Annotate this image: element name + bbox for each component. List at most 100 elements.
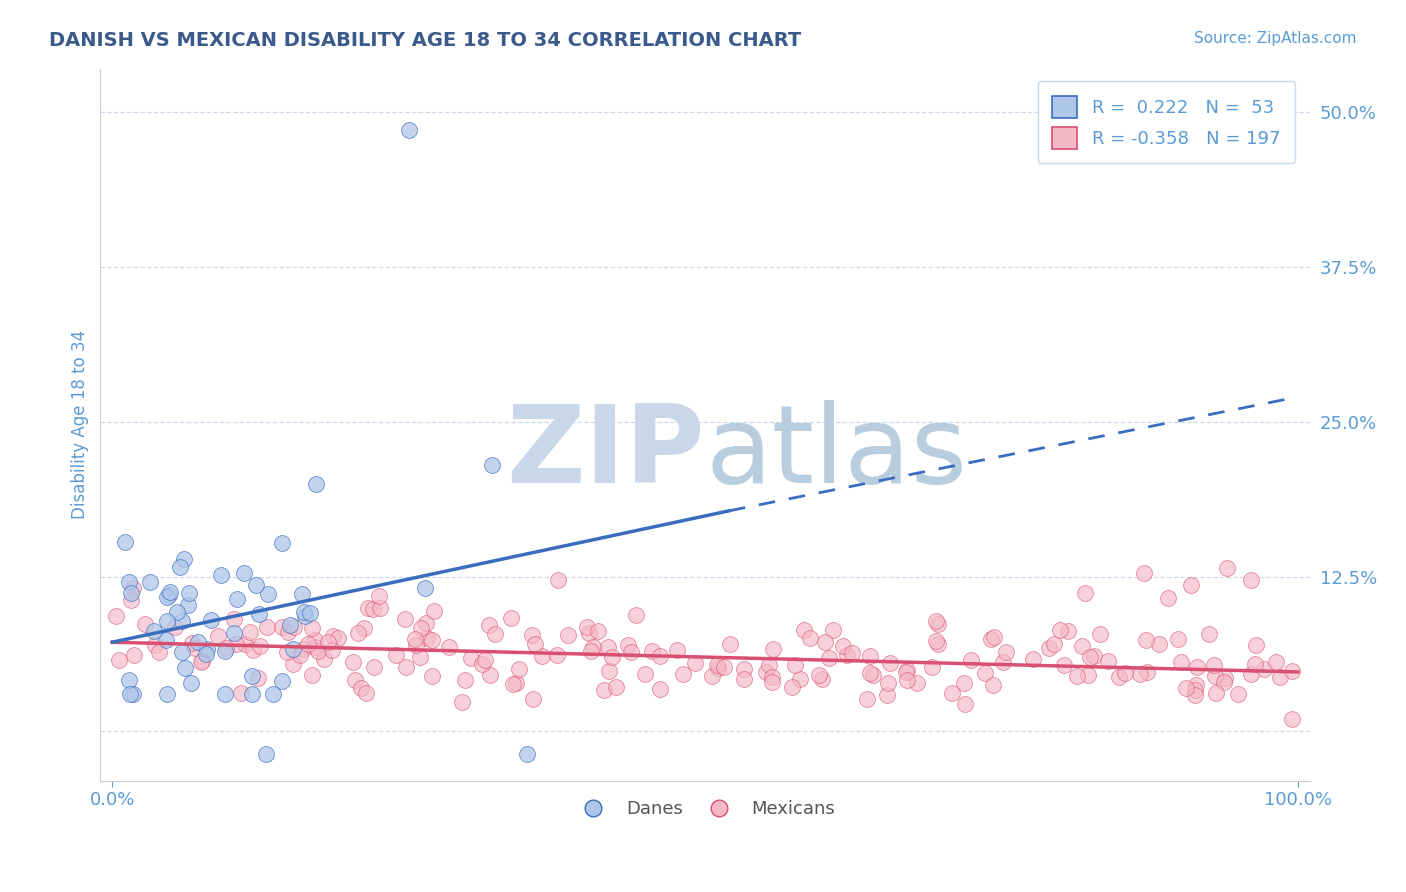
Point: [522, 691, 544, 706]
Point: [165, 620, 187, 634]
Point: [180, 676, 202, 690]
Point: [405, 638, 427, 652]
Point: [301, 667, 323, 681]
Point: [121, 687, 143, 701]
Point: [156, 591, 179, 605]
Point: [179, 586, 201, 600]
Point: [991, 655, 1014, 669]
Point: [156, 687, 179, 701]
Point: [326, 631, 349, 645]
Point: [620, 645, 643, 659]
Point: [1213, 671, 1236, 685]
Point: [835, 648, 858, 663]
Point: [1156, 591, 1178, 605]
Point: [249, 640, 271, 654]
Point: [173, 552, 195, 566]
Point: [1281, 712, 1303, 726]
Point: [194, 647, 217, 661]
Point: [1184, 678, 1206, 692]
Point: [170, 645, 193, 659]
Point: [138, 574, 160, 589]
Point: [394, 612, 416, 626]
Point: [245, 578, 267, 592]
Point: [980, 632, 1002, 646]
Point: [547, 573, 569, 587]
Point: [761, 674, 783, 689]
Point: [225, 637, 247, 651]
Point: [307, 644, 329, 658]
Point: [166, 605, 188, 619]
Point: [641, 644, 664, 658]
Point: [814, 634, 837, 648]
Point: [557, 628, 579, 642]
Point: [841, 646, 863, 660]
Point: [240, 669, 263, 683]
Text: ZIP: ZIP: [506, 401, 704, 507]
Point: [648, 648, 671, 663]
Point: [516, 747, 538, 761]
Point: [240, 687, 263, 701]
Point: [409, 622, 432, 636]
Point: [783, 658, 806, 673]
Point: [1243, 657, 1265, 671]
Point: [953, 676, 976, 690]
Point: [501, 611, 523, 625]
Point: [292, 605, 315, 619]
Point: [1077, 668, 1099, 682]
Point: [148, 645, 170, 659]
Point: [925, 614, 948, 628]
Point: [478, 618, 501, 632]
Point: [226, 591, 249, 606]
Point: [579, 644, 602, 658]
Point: [481, 458, 503, 472]
Text: atlas: atlas: [704, 401, 967, 507]
Point: [1049, 624, 1071, 638]
Point: [304, 640, 326, 654]
Point: [859, 665, 882, 680]
Point: [780, 681, 803, 695]
Point: [278, 617, 301, 632]
Point: [605, 680, 627, 694]
Point: [927, 637, 949, 651]
Point: [342, 655, 364, 669]
Point: [683, 656, 706, 670]
Point: [502, 677, 524, 691]
Point: [117, 575, 139, 590]
Point: [271, 535, 294, 549]
Text: Source: ZipAtlas.com: Source: ZipAtlas.com: [1194, 31, 1357, 46]
Point: [1136, 665, 1159, 679]
Point: [1108, 670, 1130, 684]
Point: [624, 608, 647, 623]
Point: [1204, 669, 1226, 683]
Point: [894, 665, 917, 680]
Point: [1239, 574, 1261, 588]
Point: [200, 613, 222, 627]
Point: [114, 535, 136, 549]
Point: [896, 663, 918, 677]
Point: [823, 623, 845, 637]
Point: [173, 661, 195, 675]
Point: [981, 678, 1004, 692]
Point: [471, 657, 494, 671]
Point: [598, 664, 620, 678]
Y-axis label: Disability Age 18 to 34: Disability Age 18 to 34: [72, 330, 89, 519]
Point: [404, 632, 426, 646]
Point: [879, 656, 901, 670]
Point: [409, 650, 432, 665]
Point: [183, 641, 205, 656]
Point: [283, 620, 305, 634]
Point: [524, 637, 547, 651]
Point: [596, 640, 619, 655]
Point: [191, 654, 214, 668]
Point: [706, 657, 728, 672]
Point: [1240, 667, 1263, 681]
Point: [505, 676, 527, 690]
Point: [312, 652, 335, 666]
Point: [530, 649, 553, 664]
Point: [955, 697, 977, 711]
Point: [1133, 566, 1156, 580]
Point: [157, 588, 180, 602]
Point: [921, 659, 943, 673]
Point: [195, 641, 218, 656]
Point: [346, 626, 368, 640]
